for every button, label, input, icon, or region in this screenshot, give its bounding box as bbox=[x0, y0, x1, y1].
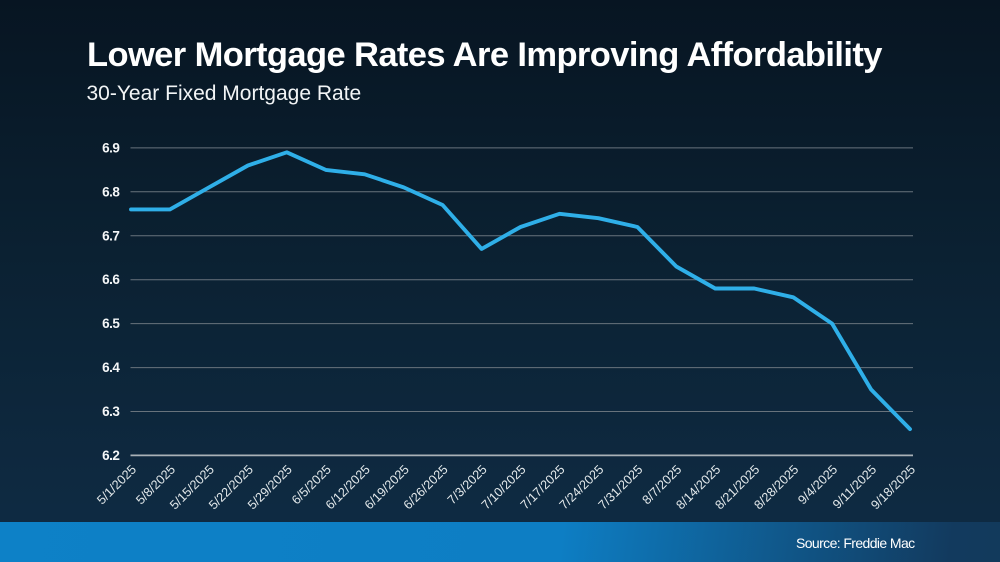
svg-text:6.3: 6.3 bbox=[102, 404, 120, 419]
svg-text:6.5: 6.5 bbox=[102, 316, 120, 331]
svg-text:6.9: 6.9 bbox=[102, 140, 119, 155]
svg-text:6.6: 6.6 bbox=[102, 272, 120, 287]
svg-text:6.7: 6.7 bbox=[102, 228, 119, 243]
svg-text:6.2: 6.2 bbox=[102, 448, 119, 463]
svg-text:5/1/2025: 5/1/2025 bbox=[94, 462, 139, 507]
svg-text:6.4: 6.4 bbox=[102, 360, 120, 375]
svg-text:6.8: 6.8 bbox=[102, 184, 120, 199]
